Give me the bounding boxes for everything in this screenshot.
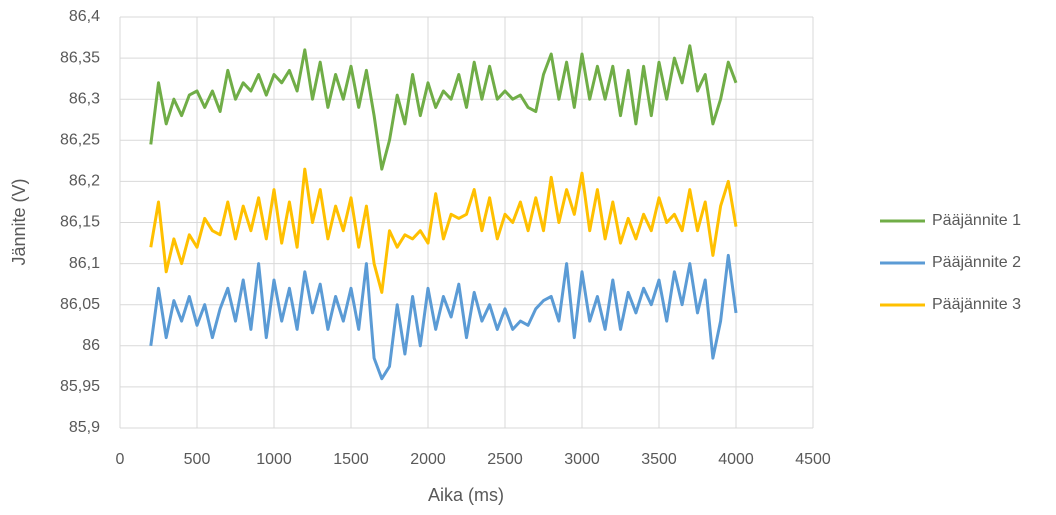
y-tick-label: 86,25 (60, 132, 100, 149)
x-tick-label: 1000 (256, 451, 292, 468)
series-line (149, 167, 738, 294)
y-tick-label: 86,4 (69, 8, 100, 25)
y-tick-label: 86,2 (69, 173, 100, 190)
x-tick-label: 2500 (487, 451, 523, 468)
x-tick-label: 3500 (641, 451, 677, 468)
x-tick-label: 500 (184, 451, 211, 468)
y-axis-label: Jännite (V) (9, 178, 29, 265)
series-line (149, 253, 738, 381)
y-tick-label: 86,1 (69, 255, 100, 272)
legend-label: Pääjännite 3 (932, 296, 1021, 313)
legend-label: Pääjännite 1 (932, 212, 1021, 229)
x-tick-label: 4500 (795, 451, 831, 468)
legend-label: Pääjännite 2 (932, 254, 1021, 271)
x-tick-label: 4000 (718, 451, 754, 468)
y-tick-label: 86,35 (60, 49, 100, 66)
x-tick-label: 1500 (333, 451, 369, 468)
x-tick-label: 2000 (410, 451, 446, 468)
y-tick-label: 86,3 (69, 90, 100, 107)
y-tick-label: 85,9 (69, 419, 100, 436)
series-line (149, 44, 738, 171)
x-tick-label: 0 (116, 451, 125, 468)
x-tick-label: 3000 (564, 451, 600, 468)
y-tick-label: 86,05 (60, 296, 100, 313)
y-tick-label: 85,95 (60, 378, 100, 395)
y-tick-label: 86,15 (60, 214, 100, 231)
y-tick-label: 86 (82, 337, 100, 354)
x-axis-label: Aika (ms) (428, 485, 504, 505)
